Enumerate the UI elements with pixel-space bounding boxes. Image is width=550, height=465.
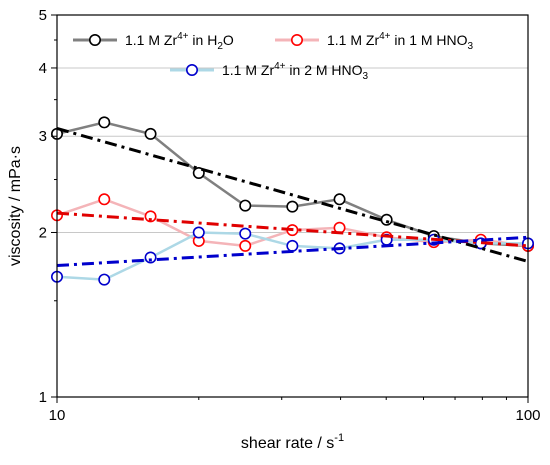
- legend-label-part: 1.1 M Zr: [327, 32, 379, 48]
- data-point: [144, 210, 157, 223]
- legend-marker: [290, 33, 303, 46]
- x-axis-title: shear rate / s-1: [241, 432, 344, 452]
- data-point: [98, 193, 111, 206]
- data-point: [239, 199, 252, 212]
- fit-lines: [56, 127, 529, 268]
- data-point: [286, 239, 299, 252]
- legend-label-part: 3: [468, 41, 474, 52]
- legend-label-part: in 1 M HNO: [391, 32, 468, 48]
- data-point: [192, 226, 205, 239]
- legend-label-part: O: [223, 32, 234, 48]
- legend-marker: [186, 64, 199, 77]
- data-point: [98, 116, 111, 129]
- legend-label-part: 3: [363, 71, 369, 82]
- legend-label-part: in H: [189, 32, 218, 48]
- data-point: [144, 127, 157, 140]
- legend-label-part: 1.1 M Zr: [222, 62, 274, 78]
- legend-label-part: 4+: [177, 31, 189, 42]
- y-tick-label: 3: [39, 128, 47, 145]
- legend-label-part: 4+: [379, 31, 391, 42]
- legend-label-part: 1.1 M Zr: [125, 32, 177, 48]
- data-point: [144, 251, 157, 264]
- series-layer: [50, 116, 534, 286]
- y-tick-label: 1: [39, 389, 47, 406]
- x-tick-label: 10: [49, 407, 66, 424]
- y-tick-label: 4: [39, 60, 47, 77]
- x-axis-title-main: shear rate / s: [241, 435, 334, 452]
- data-point: [239, 239, 252, 252]
- y-tick-label: 5: [39, 7, 47, 24]
- legend-label-part: in 2 M HNO: [286, 62, 363, 78]
- data-point: [286, 200, 299, 213]
- axis-ticks: 1 2 3 4 5 10 100: [39, 7, 541, 424]
- data-point: [380, 213, 393, 226]
- legend-label: 1.1 M Zr4+ in 1 M HNO3: [327, 31, 474, 52]
- fit-line-3: [56, 235, 529, 268]
- y-tick-label: 2: [39, 224, 47, 241]
- x-axis-title-sup: -1: [334, 432, 344, 444]
- legend-label: 1.1 M Zr4+ in H2O: [125, 31, 234, 52]
- legend-label-part: 2: [217, 41, 223, 52]
- x-tick-label: 100: [515, 407, 540, 424]
- legend-marker: [89, 33, 102, 46]
- legend-label: 1.1 M Zr4+ in 2 M HNO3: [222, 61, 369, 82]
- legend: 1.1 M Zr4+ in H2O 1.1 M Zr4+ in 1 M HNO31…: [73, 31, 474, 82]
- data-point: [98, 273, 111, 286]
- fit-line-2: [56, 211, 529, 248]
- legend-label-part: 4+: [274, 61, 286, 72]
- data-point: [333, 193, 346, 206]
- legend-item-2: 1.1 M Zr4+ in 1 M HNO3: [275, 31, 474, 52]
- y-axis-title: viscosity / mPa·s: [7, 146, 24, 266]
- legend-item-1: 1.1 M Zr4+ in H2O: [73, 31, 234, 52]
- plot-frame: [56, 14, 529, 398]
- data-point: [239, 227, 252, 240]
- legend-item-3: 1.1 M Zr4+ in 2 M HNO3: [170, 61, 369, 82]
